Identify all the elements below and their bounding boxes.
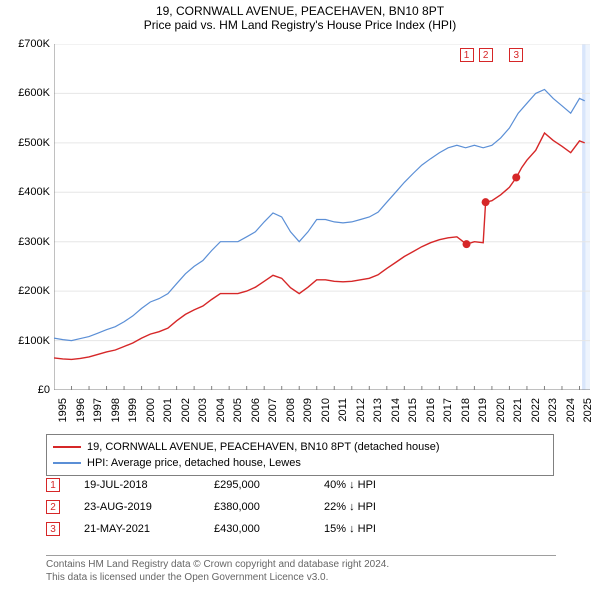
- x-tick-label: 2000: [145, 398, 157, 422]
- x-tick-label: 2021: [512, 398, 524, 422]
- x-tick-label: 2025: [582, 398, 594, 422]
- x-tick-label: 1999: [127, 398, 139, 422]
- x-tick-label: 2005: [232, 398, 244, 422]
- sales-marker-date: 21-MAY-2021: [84, 523, 214, 535]
- x-tick-label: 2013: [372, 398, 384, 422]
- sale-point: [482, 198, 490, 206]
- sale-point: [512, 173, 520, 181]
- x-tick-label: 2024: [565, 398, 577, 422]
- x-tick-label: 2014: [390, 398, 402, 422]
- attribution-footer: Contains HM Land Registry data © Crown c…: [46, 555, 556, 584]
- x-tick-label: 1998: [110, 398, 122, 422]
- series-line: [54, 133, 585, 359]
- y-tick-label: £700K: [18, 38, 50, 50]
- x-tick-label: 2019: [477, 398, 489, 422]
- x-tick-label: 1995: [57, 398, 69, 422]
- y-tick-label: £600K: [18, 87, 50, 99]
- title-line-1: 19, CORNWALL AVENUE, PEACEHAVEN, BN10 8P…: [0, 4, 600, 18]
- top-marker-2: 2: [479, 48, 493, 62]
- sales-marker-date: 23-AUG-2019: [84, 501, 214, 513]
- legend-label: HPI: Average price, detached house, Lewe…: [87, 457, 301, 469]
- x-tick-label: 2002: [180, 398, 192, 422]
- footer-line-2: This data is licensed under the Open Gov…: [46, 572, 556, 585]
- x-tick-label: 2008: [285, 398, 297, 422]
- x-tick-label: 2016: [425, 398, 437, 422]
- x-tick-label: 2004: [215, 398, 227, 422]
- y-tick-label: £100K: [18, 335, 50, 347]
- legend-swatch: [53, 446, 81, 448]
- y-tick-label: £400K: [18, 186, 50, 198]
- legend: 19, CORNWALL AVENUE, PEACEHAVEN, BN10 8P…: [46, 434, 554, 476]
- sales-marker-row: 2 23-AUG-2019£380,00022% ↓ HPI: [46, 496, 546, 518]
- title-line-2: Price paid vs. HM Land Registry's House …: [0, 18, 600, 32]
- sales-marker-index: 3: [46, 522, 60, 536]
- x-tick-label: 2007: [267, 398, 279, 422]
- x-tick-label: 2022: [530, 398, 542, 422]
- sale-point: [463, 240, 471, 248]
- sales-marker-price: £295,000: [214, 479, 324, 491]
- x-tick-label: 2006: [250, 398, 262, 422]
- series-line: [54, 90, 585, 341]
- sales-marker-date: 19-JUL-2018: [84, 479, 214, 491]
- y-tick-label: £300K: [18, 236, 50, 248]
- y-tick-label: £200K: [18, 285, 50, 297]
- x-tick-label: 2017: [442, 398, 454, 422]
- y-tick-label: £0: [38, 384, 50, 396]
- legend-swatch: [53, 462, 81, 464]
- y-tick-label: £500K: [18, 137, 50, 149]
- x-tick-label: 2011: [337, 398, 349, 422]
- projection-band: [586, 44, 590, 390]
- x-tick-label: 2009: [302, 398, 314, 422]
- x-tick-label: 2012: [355, 398, 367, 422]
- chart-area: [54, 44, 590, 390]
- sales-markers-table: 1 19-JUL-2018£295,00040% ↓ HPI 2 23-AUG-201…: [46, 474, 546, 540]
- sales-marker-row: 1 19-JUL-2018£295,00040% ↓ HPI: [46, 474, 546, 496]
- x-tick-label: 2023: [547, 398, 559, 422]
- projection-band: [582, 44, 586, 390]
- top-marker-3: 3: [509, 48, 523, 62]
- legend-item: 19, CORNWALL AVENUE, PEACEHAVEN, BN10 8P…: [53, 439, 547, 455]
- footer-line-1: Contains HM Land Registry data © Crown c…: [46, 559, 556, 572]
- x-tick-label: 2001: [162, 398, 174, 422]
- legend-item: HPI: Average price, detached house, Lewe…: [53, 455, 547, 471]
- x-tick-label: 1996: [75, 398, 87, 422]
- sales-marker-pct: 40% ↓ HPI: [324, 479, 444, 491]
- sales-marker-index: 2: [46, 500, 60, 514]
- sales-marker-row: 3 21-MAY-2021£430,00015% ↓ HPI: [46, 518, 546, 540]
- x-tick-label: 2010: [320, 398, 332, 422]
- top-marker-1: 1: [460, 48, 474, 62]
- x-tick-label: 2015: [407, 398, 419, 422]
- sales-marker-pct: 22% ↓ HPI: [324, 501, 444, 513]
- sales-marker-index: 1: [46, 478, 60, 492]
- legend-label: 19, CORNWALL AVENUE, PEACEHAVEN, BN10 8P…: [87, 441, 440, 453]
- x-tick-label: 2018: [460, 398, 472, 422]
- sales-marker-price: £430,000: [214, 523, 324, 535]
- x-tick-label: 2003: [197, 398, 209, 422]
- sales-marker-price: £380,000: [214, 501, 324, 513]
- x-tick-label: 1997: [92, 398, 104, 422]
- x-tick-label: 2020: [495, 398, 507, 422]
- sales-marker-pct: 15% ↓ HPI: [324, 523, 444, 535]
